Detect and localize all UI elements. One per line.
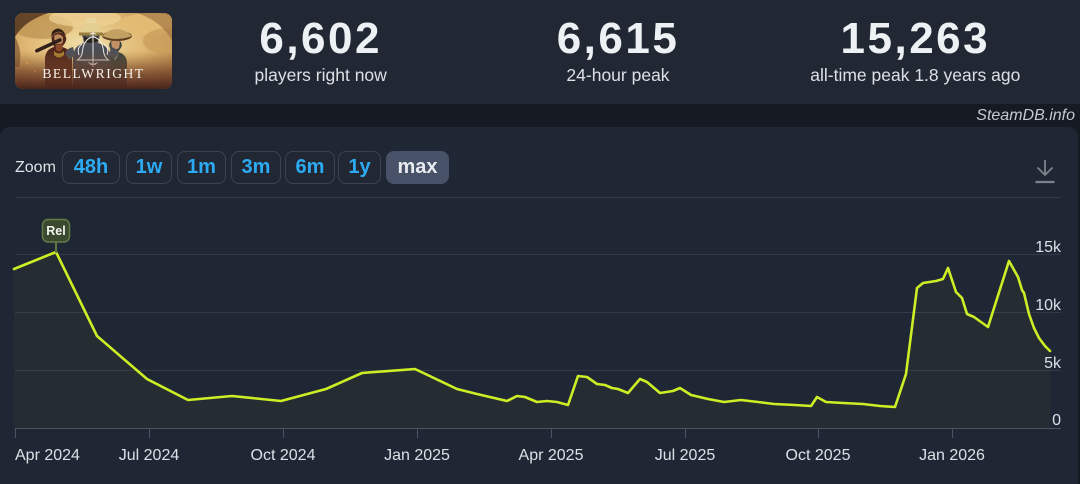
svg-text:Jan 2025: Jan 2025: [384, 447, 450, 464]
svg-text:Jan 2026: Jan 2026: [919, 447, 985, 464]
svg-text:BELLWRIGHT: BELLWRIGHT: [42, 66, 144, 81]
svg-text:Apr 2025: Apr 2025: [519, 447, 584, 464]
svg-text:5k: 5k: [1044, 355, 1062, 372]
svg-text:Oct 2024: Oct 2024: [251, 447, 316, 464]
svg-text:Oct 2025: Oct 2025: [786, 447, 851, 464]
svg-text:0: 0: [1052, 412, 1061, 429]
svg-text:Rel: Rel: [46, 224, 65, 238]
svg-text:10k: 10k: [1035, 297, 1062, 314]
svg-text:Jul 2025: Jul 2025: [655, 447, 716, 464]
svg-text:15k: 15k: [1035, 239, 1062, 256]
svg-text:Apr 2024: Apr 2024: [15, 447, 80, 464]
svg-text:Jul 2024: Jul 2024: [119, 447, 180, 464]
